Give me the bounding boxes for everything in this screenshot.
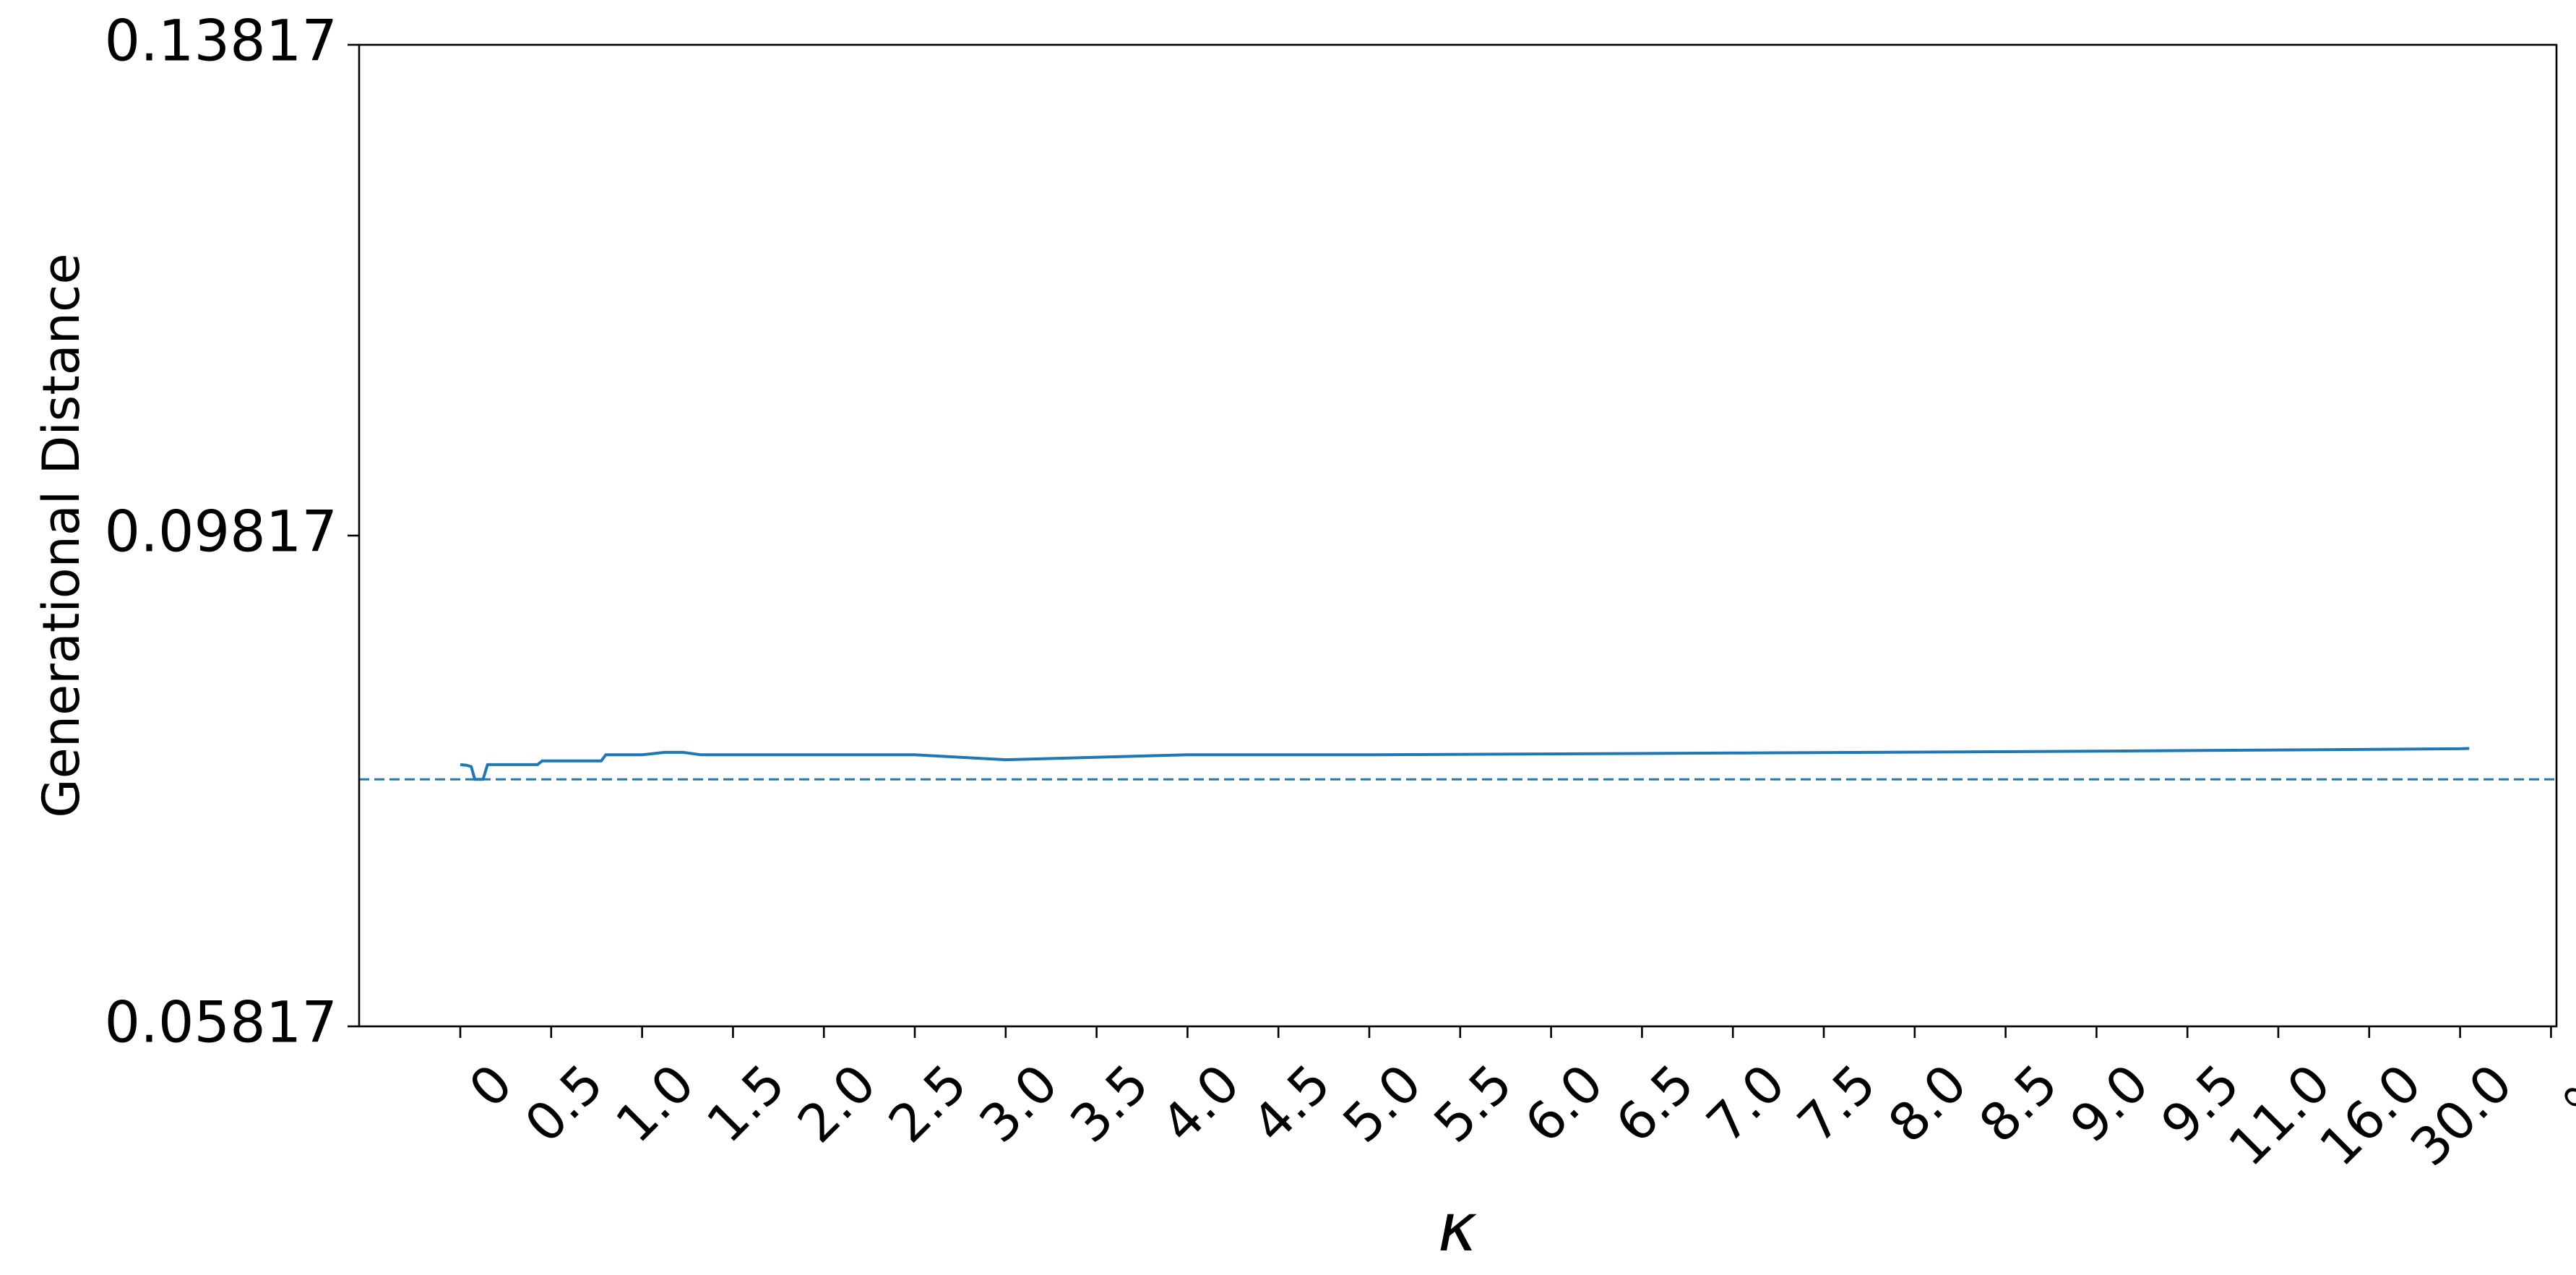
plot-frame xyxy=(358,43,2558,1028)
y-tick-label-2: 0.13817 xyxy=(104,9,337,74)
plot-area xyxy=(359,747,2556,781)
x-tick-label-1: 0.5 xyxy=(513,1053,614,1154)
x-tick-label-9: 4.5 xyxy=(1241,1053,1342,1154)
x-tick-label-0: 0 xyxy=(457,1053,524,1120)
x-tick-label-10: 5.0 xyxy=(1332,1053,1433,1154)
x-tick-label-11: 5.5 xyxy=(1422,1053,1523,1154)
x-tick-label-12: 6.0 xyxy=(1513,1053,1614,1154)
series-line-0 xyxy=(460,747,2470,781)
x-tick-label-20: 11.0 xyxy=(2217,1053,2342,1178)
y-tick-label-0: 0.05817 xyxy=(104,990,337,1055)
x-tick-label-7: 3.5 xyxy=(1059,1053,1160,1154)
x-tick-label-21: 16.0 xyxy=(2308,1053,2433,1178)
x-tick-label-4: 2.0 xyxy=(786,1053,887,1154)
x-tick-label-5: 2.5 xyxy=(877,1053,978,1154)
x-axis-label: κ xyxy=(1438,1189,1477,1266)
x-tick-label-6: 3.0 xyxy=(968,1053,1069,1154)
y-tick-label-1: 0.09817 xyxy=(104,499,337,564)
x-tick-label-17: 8.5 xyxy=(1968,1053,2069,1154)
x-tick-label-14: 7.0 xyxy=(1695,1053,1796,1154)
y-axis-ticks: 0.05817 0.09817 0.13817 xyxy=(104,9,359,1055)
y-axis-label: Generational Distance xyxy=(32,253,91,817)
x-tick-label-2: 1.0 xyxy=(604,1053,705,1154)
x-tick-label-15: 7.5 xyxy=(1786,1053,1887,1154)
x-tick-label-23: ∞ xyxy=(2541,1053,2576,1127)
x-tick-label-13: 6.5 xyxy=(1604,1053,1705,1154)
x-tick-label-3: 1.5 xyxy=(695,1053,796,1154)
x-tick-label-8: 4.0 xyxy=(1150,1053,1251,1154)
x-axis-ticks: 00.51.01.52.02.53.03.54.04.55.05.56.06.5… xyxy=(457,1026,2576,1177)
x-tick-label-16: 8.0 xyxy=(1877,1053,1978,1154)
x-tick-label-18: 9.0 xyxy=(2059,1053,2160,1154)
x-tick-label-22: 30.0 xyxy=(2399,1053,2524,1178)
